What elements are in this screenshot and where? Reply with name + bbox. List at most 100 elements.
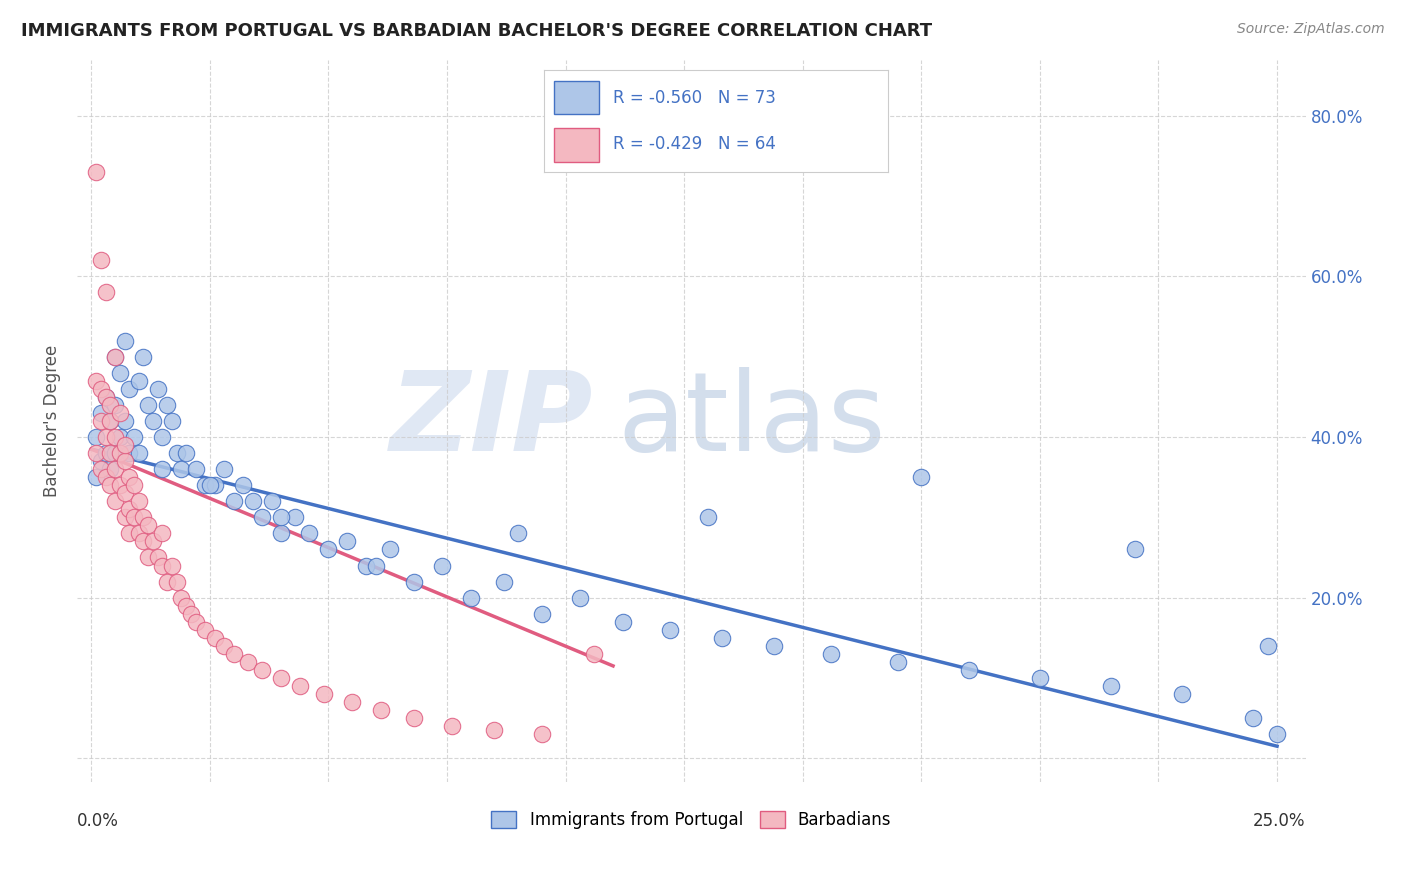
- Point: [122, 478, 145, 492]
- Point: [364, 558, 387, 573]
- Text: atlas: atlas: [617, 368, 886, 475]
- Point: [94, 430, 117, 444]
- Point: [84, 374, 107, 388]
- Point: [696, 510, 718, 524]
- Point: [84, 470, 107, 484]
- Point: [160, 414, 183, 428]
- Point: [250, 510, 273, 524]
- Point: [820, 647, 842, 661]
- Point: [152, 558, 174, 573]
- Point: [318, 542, 340, 557]
- Point: [184, 615, 207, 629]
- Point: [122, 510, 145, 524]
- Point: [142, 534, 165, 549]
- Point: [104, 430, 127, 444]
- Point: [156, 398, 179, 412]
- Point: [378, 542, 401, 557]
- Point: [886, 655, 908, 669]
- Point: [98, 414, 121, 428]
- Point: [90, 454, 112, 468]
- Point: [957, 663, 980, 677]
- Point: [136, 550, 159, 565]
- Point: [288, 679, 311, 693]
- Point: [136, 518, 159, 533]
- Point: [118, 526, 141, 541]
- Point: [118, 470, 141, 484]
- Point: [94, 470, 117, 484]
- Point: [136, 398, 159, 412]
- Text: 0.0%: 0.0%: [77, 812, 120, 830]
- Point: [170, 591, 193, 605]
- Point: [222, 494, 245, 508]
- Point: [583, 647, 606, 661]
- Text: 25.0%: 25.0%: [1253, 812, 1306, 830]
- Point: [108, 430, 131, 444]
- Point: [118, 446, 141, 460]
- Point: [94, 390, 117, 404]
- Point: [132, 350, 155, 364]
- Point: [298, 526, 321, 541]
- Point: [114, 486, 136, 500]
- Point: [236, 655, 259, 669]
- Point: [763, 639, 786, 653]
- Point: [1171, 687, 1194, 701]
- Point: [492, 574, 515, 589]
- Point: [1257, 639, 1279, 653]
- Point: [180, 607, 202, 621]
- Point: [114, 454, 136, 468]
- Point: [340, 695, 363, 709]
- Point: [250, 663, 273, 677]
- Point: [98, 478, 121, 492]
- Point: [104, 350, 127, 364]
- Point: [284, 510, 307, 524]
- Point: [260, 494, 283, 508]
- Point: [108, 446, 131, 460]
- Point: [98, 446, 121, 460]
- Point: [152, 526, 174, 541]
- Point: [242, 494, 264, 508]
- Point: [460, 591, 482, 605]
- Point: [659, 623, 682, 637]
- Point: [356, 558, 378, 573]
- Point: [432, 558, 454, 573]
- Point: [132, 534, 155, 549]
- Point: [118, 382, 141, 396]
- Point: [94, 285, 117, 300]
- Point: [222, 647, 245, 661]
- Point: [104, 462, 127, 476]
- Text: ZIP: ZIP: [389, 368, 593, 475]
- Point: [146, 550, 169, 565]
- Point: [142, 414, 165, 428]
- Point: [212, 639, 235, 653]
- Legend: Immigrants from Portugal, Barbadians: Immigrants from Portugal, Barbadians: [485, 804, 898, 836]
- Point: [146, 382, 169, 396]
- Point: [114, 414, 136, 428]
- Text: Source: ZipAtlas.com: Source: ZipAtlas.com: [1237, 22, 1385, 37]
- Point: [440, 719, 463, 733]
- Point: [160, 558, 183, 573]
- Point: [84, 165, 107, 179]
- Point: [128, 494, 150, 508]
- Point: [530, 607, 553, 621]
- Point: [90, 382, 112, 396]
- Point: [336, 534, 359, 549]
- Point: [156, 574, 179, 589]
- Point: [90, 414, 112, 428]
- Point: [108, 366, 131, 380]
- Point: [711, 631, 734, 645]
- Point: [114, 438, 136, 452]
- Point: [270, 671, 292, 685]
- Point: [84, 446, 107, 460]
- Point: [402, 711, 425, 725]
- Point: [98, 414, 121, 428]
- Point: [1029, 671, 1052, 685]
- Point: [232, 478, 254, 492]
- Point: [104, 446, 127, 460]
- Point: [166, 574, 188, 589]
- Point: [212, 462, 235, 476]
- Point: [484, 723, 506, 738]
- Point: [1241, 711, 1264, 725]
- Point: [132, 510, 155, 524]
- Point: [118, 502, 141, 516]
- Point: [114, 510, 136, 524]
